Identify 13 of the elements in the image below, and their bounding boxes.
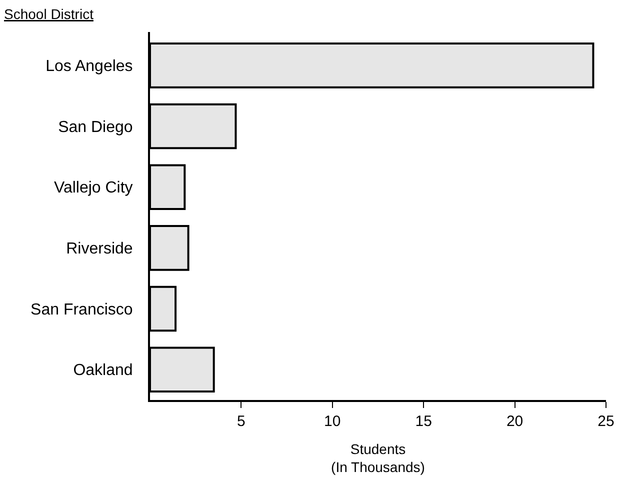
y-tick-label: Riverside: [66, 240, 133, 258]
y-axis-title: School District: [4, 6, 94, 22]
y-tick-label: Oakland: [73, 362, 133, 380]
x-tick-label: 5: [237, 413, 246, 430]
y-tick-label: San Francisco: [30, 301, 133, 318]
x-tick-label: 20: [506, 413, 524, 430]
x-tick-label: 10: [324, 413, 341, 430]
x-axis-title: Students (In Thousands): [331, 440, 425, 475]
y-tick-label: Vallejo City: [54, 180, 133, 197]
x-tick-label: 25: [598, 413, 614, 430]
x-tick-label: 15: [415, 413, 432, 430]
y-tick-label: Los Angeles: [46, 58, 133, 76]
y-tick-label: San Diego: [58, 118, 133, 136]
